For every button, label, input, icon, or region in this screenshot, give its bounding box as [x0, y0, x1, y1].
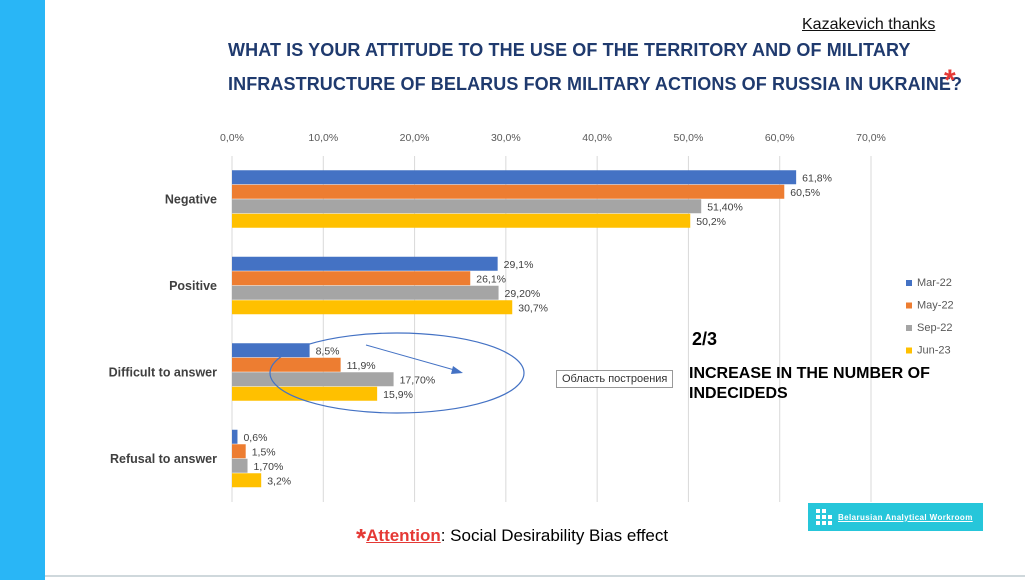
data-label: 29,1%: [504, 259, 534, 271]
x-tick-label: 50,0%: [674, 132, 704, 144]
category-label: Positive: [169, 279, 217, 293]
title-asterisk: *: [944, 64, 956, 97]
accent-sidebar: [0, 0, 45, 580]
logo-icon: [816, 509, 832, 525]
data-label: 30,7%: [518, 303, 548, 315]
category-label: Negative: [165, 192, 217, 206]
bar: [232, 199, 702, 214]
data-label: 61,8%: [802, 173, 832, 185]
legend-swatch: [906, 347, 912, 354]
footer-text: : Social Desirability Bias effect: [440, 526, 669, 545]
category-label: Refusal to answer: [110, 452, 217, 466]
bar: [232, 386, 378, 401]
legend-swatch: [906, 325, 912, 331]
data-label: 26,1%: [476, 274, 506, 286]
footer-asterisk: *: [356, 523, 367, 553]
legend-swatch: [906, 302, 912, 309]
logo-text: Belarusian Analytical Workroom: [838, 512, 973, 522]
legend-label: Sep-22: [917, 322, 952, 334]
x-tick-label: 10,0%: [308, 132, 338, 144]
category-label: Difficult to answer: [109, 365, 217, 379]
annotation-arrowhead: [451, 366, 463, 374]
bar: [232, 458, 248, 473]
bar: [232, 256, 498, 271]
data-label: 0,6%: [243, 432, 267, 444]
bar: [232, 170, 797, 185]
bar: [232, 213, 691, 228]
data-label: 15,9%: [383, 389, 413, 401]
x-tick-label: 40,0%: [582, 132, 612, 144]
bar: [232, 343, 310, 358]
legend-label: May-22: [917, 300, 954, 312]
legend-swatch: [906, 280, 912, 286]
x-tick-label: 20,0%: [400, 132, 430, 144]
side-ratio: 2/3: [692, 329, 718, 349]
bar: [232, 271, 471, 286]
bar: [232, 444, 246, 459]
bar: [232, 285, 499, 300]
plot-area-tooltip: Область построения: [556, 370, 674, 388]
data-label: 8,5%: [316, 346, 340, 358]
footer-attention: Attention: [366, 526, 441, 545]
footer-note: *Attention: Social Desirability Bias eff…: [356, 523, 668, 554]
x-tick-label: 60,0%: [765, 132, 795, 144]
bar: [232, 357, 341, 372]
bottom-divider: [45, 575, 1025, 577]
x-tick-label: 0,0%: [220, 132, 244, 144]
data-label: 17,70%: [400, 375, 436, 387]
data-label: 1,70%: [254, 461, 284, 473]
chart-title-line-1: WHAT IS YOUR ATTITUDE TO THE USE OF THE …: [228, 40, 911, 60]
credit-text: Kazakevich thanks: [802, 16, 936, 33]
data-label: 3,2%: [267, 476, 291, 488]
x-tick-label: 70,0%: [856, 132, 886, 144]
data-label: 60,5%: [790, 187, 820, 199]
data-label: 1,5%: [252, 447, 276, 459]
data-label: 11,9%: [347, 360, 376, 372]
chart-title-line-2: INFRASTRUCTURE OF BELARUS FOR MILITARY A…: [228, 74, 963, 94]
legend-label: Mar-22: [917, 277, 952, 289]
data-label: 51,40%: [707, 202, 743, 214]
x-tick-label: 30,0%: [491, 132, 521, 144]
data-label: 50,2%: [696, 216, 726, 228]
legend-label: Jun-23: [917, 345, 951, 357]
annotation-arrow: [365, 344, 459, 372]
side-note: INCREASE IN THE NUMBER OF INDECIDEDS: [689, 365, 930, 402]
bar: [232, 372, 394, 387]
bar: [232, 300, 513, 315]
data-label: 29,20%: [505, 288, 541, 300]
bar: [232, 184, 785, 199]
brand-logo: Belarusian Analytical Workroom: [808, 503, 983, 531]
highlight-ellipse: [269, 332, 525, 414]
bar: [232, 473, 262, 488]
bar: [232, 429, 238, 444]
